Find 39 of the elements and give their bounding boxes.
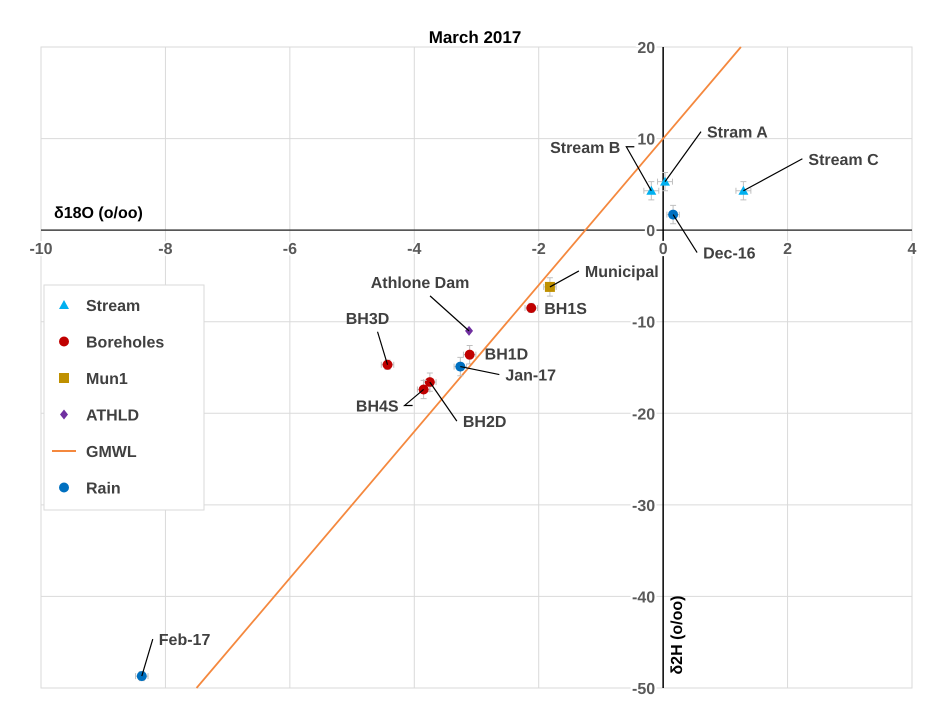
annotation: BH1D	[484, 346, 528, 364]
legend-label: Boreholes	[86, 334, 164, 352]
y-axis-title: δ2H (o/oo)	[669, 595, 686, 675]
y-tick-label: -10	[632, 314, 656, 332]
x-tick-label: 4	[908, 241, 917, 258]
x-tick-label: -10	[29, 241, 53, 258]
x-axis-title: δ18O (o/oo)	[54, 205, 143, 222]
point	[465, 326, 474, 336]
annotation: Jan-17	[505, 368, 556, 385]
legend-label: Rain	[86, 480, 121, 498]
point	[646, 186, 656, 195]
y-tick-label: -50	[632, 681, 656, 698]
legend-label: GMWL	[86, 444, 137, 461]
point	[738, 186, 748, 195]
x-tick-label: 2	[783, 241, 792, 258]
annotation: Stram A	[707, 124, 768, 142]
x-tick-label: -6	[282, 241, 298, 258]
x-tick-label: -2	[532, 241, 546, 258]
annotation: Feb-17	[158, 632, 210, 650]
annotation: BH3D	[346, 310, 390, 328]
x-tick-label: -8	[158, 241, 173, 258]
annotation: BH4S	[356, 398, 399, 416]
y-tick-label: -30	[632, 498, 656, 515]
y-tick-label: 20	[637, 40, 656, 57]
annotation: Stream C	[808, 152, 880, 169]
annotation: Municipal	[584, 264, 659, 281]
legend-label: Stream	[86, 298, 140, 315]
y-tick-label: -40	[632, 589, 656, 606]
legend-label: Mun1	[86, 371, 128, 388]
chart-title: March 2017	[428, 28, 522, 47]
annotation: BH1S	[544, 300, 588, 318]
x-tick-label: -4	[407, 241, 422, 258]
annotation: Athlone Dam	[370, 274, 470, 292]
annotation: BH2D	[462, 414, 506, 432]
annotation: Stream B	[550, 140, 620, 157]
annotation: Dec-16	[703, 246, 756, 263]
y-tick-label: -20	[632, 406, 656, 424]
y-tick-label: 10	[637, 132, 656, 149]
legend-label: ATHLD	[86, 408, 140, 424]
